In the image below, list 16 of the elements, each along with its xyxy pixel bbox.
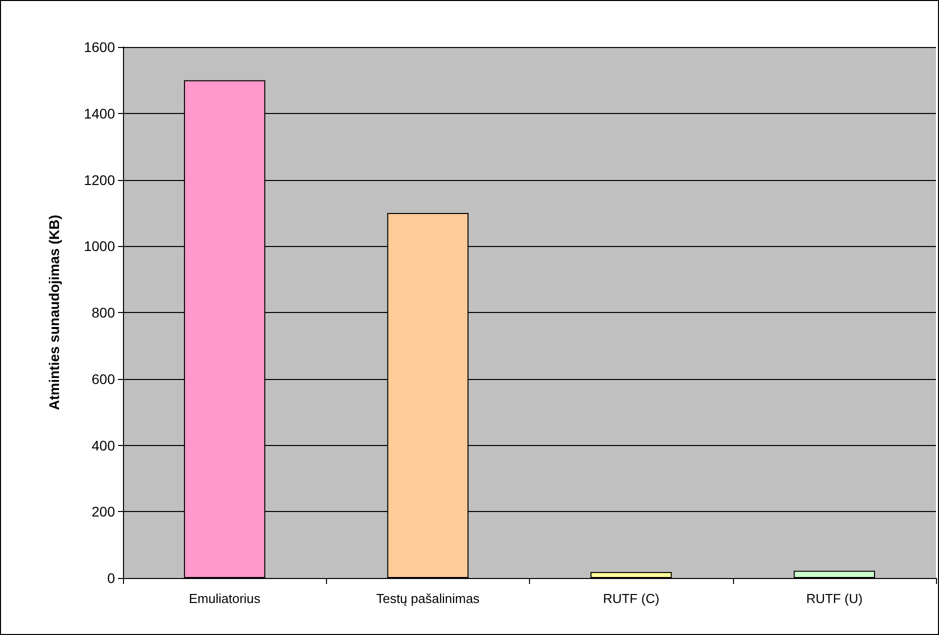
bar [590,572,672,578]
x-tick-label: Emuliatorius [188,591,261,606]
y-tick-label: 1000 [84,238,116,254]
y-tick-label: 600 [92,370,116,387]
bar [794,570,876,578]
y-tick-label: 1200 [84,172,116,188]
y-tick-label: 800 [92,304,116,320]
y-tick-label: 0 [107,570,116,586]
x-tick-label: Testų pašalinimas [376,591,480,606]
y-tick-label: 1400 [84,105,116,122]
y-tick-label: 200 [92,504,116,520]
x-tick-label: RUTF (U) [806,591,863,606]
y-axis-title: Atminties sunaudojimas (KB) [46,214,62,410]
y-tick-label: 1600 [84,39,116,55]
y-tick-label: 400 [92,437,116,454]
x-tick-label: RUTF (C) [602,591,660,606]
